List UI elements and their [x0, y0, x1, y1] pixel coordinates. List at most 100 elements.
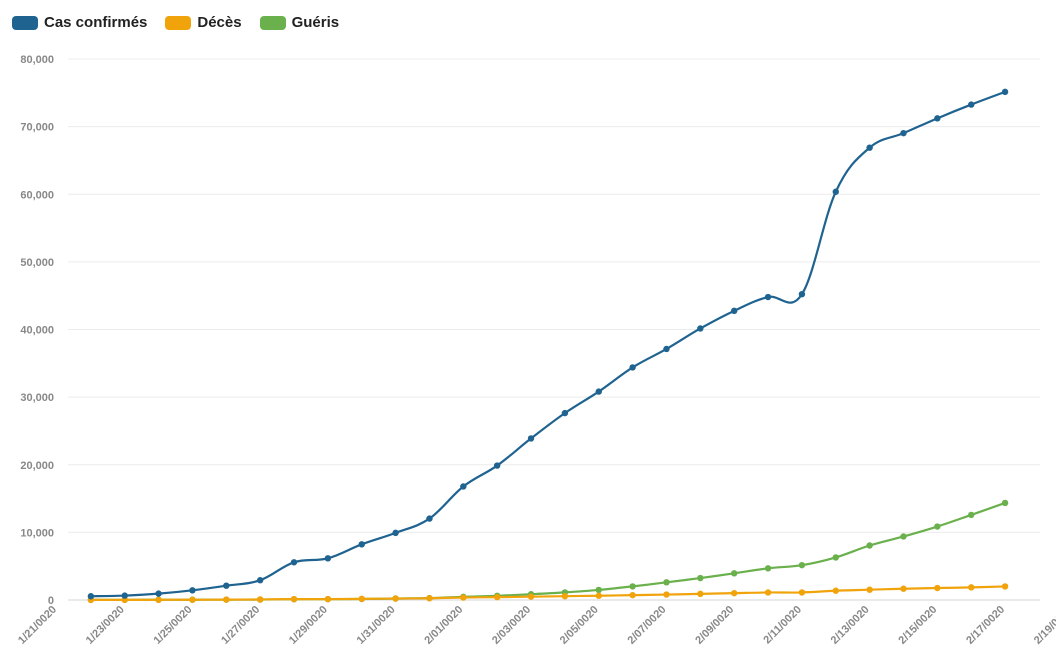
x-tick-label: 1/31/0020 — [355, 604, 398, 647]
x-tick-label: 2/07/0020 — [626, 604, 669, 647]
data-point-confirmed — [426, 515, 433, 522]
data-point-confirmed — [866, 144, 873, 151]
data-point-deaths — [595, 592, 602, 599]
data-point-deaths — [256, 596, 264, 603]
data-point-deaths — [561, 592, 569, 600]
data-point-deaths — [697, 590, 704, 598]
legend-label-deaths: Décès — [197, 14, 242, 31]
data-point-deaths — [392, 595, 399, 602]
data-point-recovered — [798, 561, 806, 569]
data-point-confirmed — [223, 582, 230, 589]
data-point-recovered — [934, 523, 941, 530]
data-point-confirmed — [798, 290, 806, 298]
x-tick-label: 2/09/0020 — [693, 604, 736, 647]
x-tick-label: 2/05/0020 — [558, 604, 601, 647]
y-tick-label: 70,000 — [20, 122, 54, 134]
y-tick-label: 40,000 — [20, 325, 54, 337]
series-line-confirmed — [90, 90, 1006, 598]
data-point-confirmed — [324, 555, 332, 562]
data-point-confirmed — [731, 307, 738, 315]
data-point-recovered — [900, 533, 907, 540]
data-point-confirmed — [460, 483, 467, 490]
legend-swatch-deaths — [165, 15, 192, 30]
data-point-confirmed — [358, 541, 365, 548]
x-tick-label: 2/17/0020 — [964, 604, 1007, 647]
data-point-deaths — [866, 586, 873, 593]
data-point-deaths — [189, 596, 196, 603]
y-tick-label: 50,000 — [20, 257, 54, 269]
data-point-confirmed — [87, 593, 95, 600]
data-point-deaths — [934, 584, 941, 592]
y-tick-label: 60,000 — [20, 189, 54, 201]
data-point-confirmed — [663, 345, 670, 353]
x-tick-label: 1/21/0020 — [16, 604, 59, 647]
data-point-recovered — [595, 586, 602, 594]
x-tick-label: 1/25/0020 — [151, 604, 194, 647]
x-tick-label: 2/01/0020 — [422, 604, 465, 647]
data-point-confirmed — [900, 129, 907, 137]
x-tick-label: 1/27/0020 — [219, 604, 262, 647]
data-point-deaths — [629, 591, 636, 599]
data-point-deaths — [663, 591, 670, 598]
data-point-deaths — [460, 594, 467, 601]
data-point-confirmed — [493, 462, 501, 469]
data-point-deaths — [223, 596, 230, 603]
data-point-recovered — [697, 574, 704, 582]
x-tick-label: 1/23/0020 — [84, 604, 127, 647]
data-point-confirmed — [189, 587, 196, 594]
y-tick-label: 30,000 — [20, 392, 54, 404]
data-point-confirmed — [121, 592, 128, 599]
data-point-deaths — [900, 585, 907, 592]
data-point-deaths — [493, 593, 501, 601]
data-point-deaths — [324, 595, 332, 603]
data-point-confirmed — [155, 590, 162, 597]
data-point-deaths — [1001, 583, 1009, 590]
data-point-recovered — [866, 542, 873, 549]
y-tick-label: 20,000 — [20, 460, 54, 472]
data-point-recovered — [968, 511, 975, 519]
data-point-confirmed — [968, 101, 975, 108]
data-point-deaths — [358, 595, 365, 603]
data-point-recovered — [832, 554, 839, 561]
data-point-recovered — [731, 570, 738, 577]
data-point-deaths — [290, 595, 298, 603]
y-tick-label: 10,000 — [20, 527, 54, 539]
y-tick-label: 0 — [48, 595, 54, 607]
legend-label-confirmed: Cas confirmés — [44, 14, 148, 31]
data-point-confirmed — [1001, 88, 1009, 96]
x-tick-label: 2/11/0020 — [761, 604, 804, 647]
legend-swatch-recovered — [259, 15, 286, 30]
data-point-confirmed — [832, 188, 839, 195]
data-point-deaths — [527, 593, 535, 600]
data-point-deaths — [731, 589, 738, 597]
data-point-confirmed — [256, 577, 264, 584]
x-tick-label: 1/29/0020 — [287, 604, 330, 647]
legend-item-deaths[interactable]: Décès — [165, 14, 242, 31]
data-point-deaths — [155, 596, 162, 604]
data-point-confirmed — [392, 529, 399, 537]
legend-item-recovered[interactable]: Guéris — [259, 14, 339, 31]
data-point-confirmed — [629, 364, 636, 371]
x-tick-label: 2/15/0020 — [896, 604, 939, 647]
data-point-confirmed — [595, 388, 602, 395]
x-tick-label: 2/13/0020 — [829, 604, 872, 647]
x-tick-label: 2/03/0020 — [490, 604, 533, 647]
data-point-recovered — [629, 583, 636, 590]
series-line-deaths — [90, 585, 1006, 601]
data-point-deaths — [968, 584, 975, 591]
legend-item-confirmed[interactable]: Cas confirmés — [12, 14, 147, 31]
data-point-confirmed — [290, 559, 298, 566]
y-tick-label: 80,000 — [20, 54, 54, 66]
data-point-deaths — [832, 587, 839, 594]
data-point-recovered — [663, 579, 670, 586]
data-point-deaths — [426, 595, 433, 602]
data-point-recovered — [764, 565, 772, 572]
legend-swatch-confirmed — [12, 15, 38, 30]
data-point-confirmed — [934, 115, 941, 122]
data-point-confirmed — [764, 293, 772, 301]
data-point-recovered — [1001, 499, 1009, 507]
data-point-confirmed — [697, 325, 704, 332]
chart-legend: Cas confirmés Décès Guéris — [12, 14, 339, 31]
data-point-confirmed — [527, 435, 535, 442]
